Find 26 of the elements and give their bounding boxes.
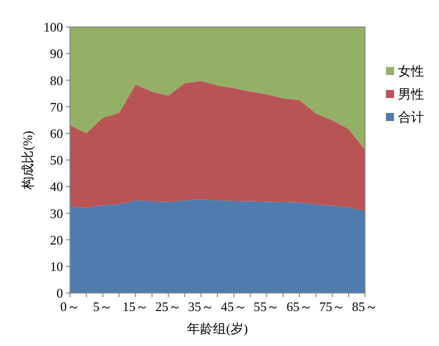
y-tick-label: 30 — [50, 206, 63, 221]
y-tick-label: 50 — [50, 152, 63, 168]
x-tick-label: 0～ — [60, 299, 80, 314]
x-tick-label: 65～ — [286, 299, 312, 314]
y-axis-title: 构成比(%) — [20, 130, 35, 190]
x-tick-label: 45～ — [220, 299, 247, 314]
x-tick-label: 75～ — [319, 299, 346, 314]
legend-label: 女性 — [398, 64, 424, 79]
y-tick-label: 100 — [44, 20, 63, 35]
legend-label: 合计 — [398, 110, 424, 125]
x-axis-title: 年龄组(岁) — [187, 321, 248, 336]
x-tick-label: 35～ — [188, 299, 214, 314]
x-tick-label: 15～ — [122, 299, 149, 314]
y-tick-label: 60 — [50, 126, 63, 141]
x-tick-label: 25～ — [155, 299, 182, 314]
y-tick-label: 20 — [50, 232, 63, 248]
x-tick-label: 5～ — [93, 299, 113, 314]
y-tick-label: 40 — [50, 179, 63, 194]
y-tick-label: 90 — [50, 46, 63, 62]
y-tick-label: 0 — [56, 286, 63, 301]
legend-label: 男性 — [398, 86, 424, 102]
x-tick-label: 85～ — [352, 299, 378, 314]
y-tick-label: 80 — [50, 72, 63, 88]
y-tick-label: 10 — [50, 258, 63, 274]
y-tick-label: 70 — [50, 99, 63, 114]
x-tick-label: 55～ — [254, 299, 280, 314]
